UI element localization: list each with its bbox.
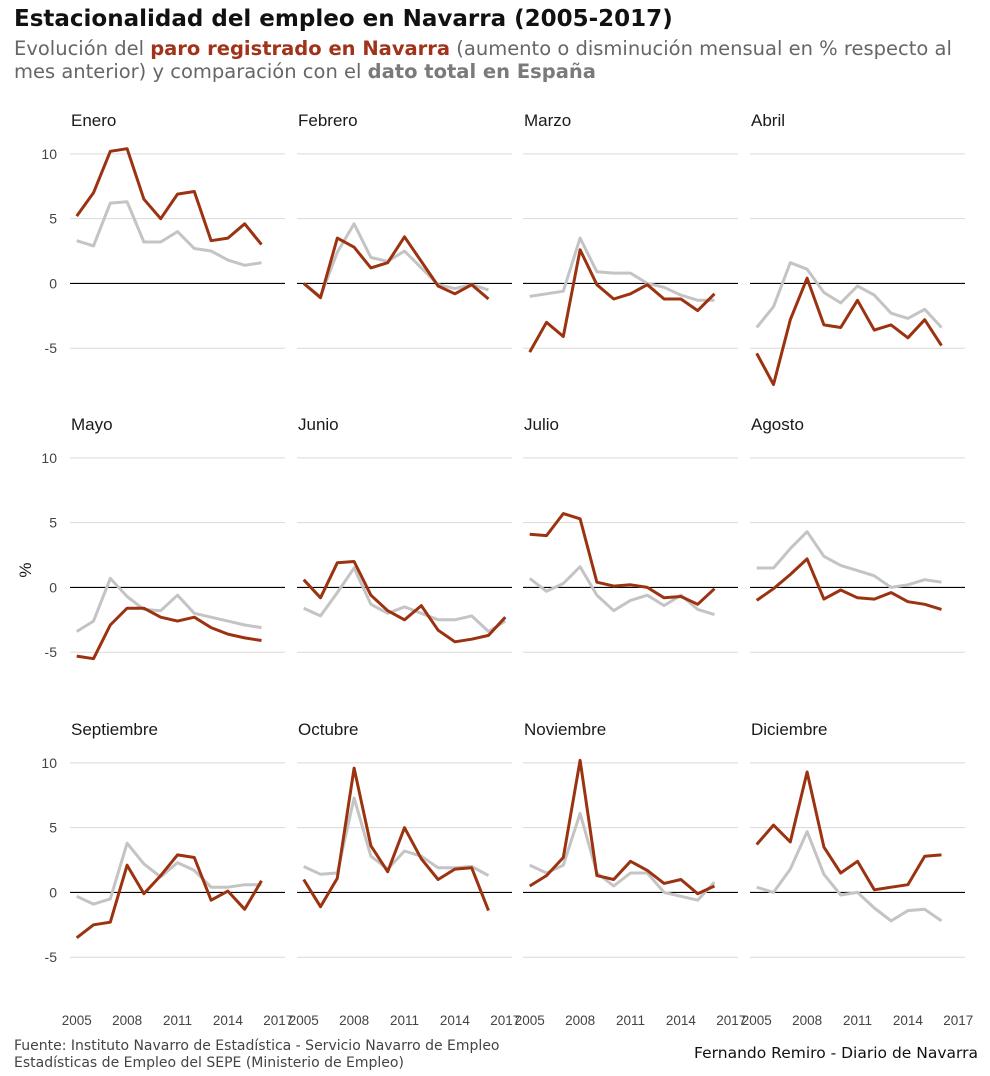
x-tick-label: 2014 bbox=[440, 1013, 471, 1028]
series-navarra-octubre bbox=[302, 766, 490, 912]
series-spain-septiembre bbox=[76, 841, 262, 906]
x-tick-label: 2005 bbox=[515, 1013, 545, 1028]
series-navarra-noviembre bbox=[528, 758, 716, 896]
facet-title-abril: Abril bbox=[751, 111, 785, 130]
series-spain-mayo bbox=[75, 576, 262, 633]
series-spain-enero bbox=[76, 200, 262, 267]
series-spain-octubre bbox=[303, 796, 490, 877]
series-spain-junio bbox=[303, 566, 507, 633]
facet-title-julio: Julio bbox=[524, 415, 559, 434]
y-axis-label: % bbox=[16, 562, 35, 577]
x-tick-label: 2008 bbox=[339, 1013, 369, 1028]
facet-title-agosto: Agosto bbox=[751, 415, 804, 434]
y-tick-label: 5 bbox=[49, 820, 57, 836]
chart-subtitle: Evolución del paro registrado en Navarra… bbox=[14, 37, 974, 83]
x-tick-label: 2017 bbox=[263, 1013, 293, 1028]
facet-title-noviembre: Noviembre bbox=[524, 720, 606, 739]
x-tick-label: 2017 bbox=[943, 1013, 973, 1028]
series-spain-noviembre bbox=[529, 811, 716, 902]
chart-title: Estacionalidad del empleo en Navarra (20… bbox=[14, 6, 673, 32]
x-tick-label: 2005 bbox=[62, 1013, 92, 1028]
subtitle-text-1: Evolución del bbox=[14, 37, 151, 60]
x-tick-label: 2014 bbox=[893, 1013, 924, 1028]
x-tick-label: 2008 bbox=[565, 1013, 595, 1028]
subtitle-highlight-spain: dato total en España bbox=[367, 60, 596, 83]
y-tick-label: 0 bbox=[49, 579, 57, 595]
series-navarra-junio bbox=[302, 560, 507, 644]
facet-title-junio: Junio bbox=[298, 415, 339, 434]
facet-title-diciembre: Diciembre bbox=[751, 720, 828, 739]
x-tick-label: 2011 bbox=[163, 1013, 192, 1028]
x-tick-label: 2017 bbox=[716, 1013, 746, 1028]
y-tick-label: 5 bbox=[49, 515, 57, 531]
y-tick-label: 0 bbox=[49, 884, 57, 900]
series-navarra-agosto bbox=[755, 557, 942, 611]
y-tick-label: -5 bbox=[45, 949, 58, 965]
x-tick-label: 2017 bbox=[490, 1013, 520, 1028]
y-tick-label: 10 bbox=[41, 755, 57, 771]
x-tick-label: 2011 bbox=[843, 1013, 872, 1028]
y-tick-label: -5 bbox=[45, 644, 58, 660]
y-tick-label: 10 bbox=[41, 146, 57, 162]
x-tick-label: 2014 bbox=[666, 1013, 697, 1028]
subtitle-highlight-navarra: paro registrado en Navarra bbox=[150, 37, 451, 60]
series-navarra-septiembre bbox=[75, 853, 263, 939]
x-tick-label: 2005 bbox=[742, 1013, 772, 1028]
series-navarra-febrero bbox=[302, 235, 490, 301]
source-caption: Fuente: Instituto Navarro de Estadística… bbox=[14, 1038, 500, 1072]
y-tick-label: -5 bbox=[45, 340, 58, 356]
x-tick-label: 2011 bbox=[390, 1013, 419, 1028]
series-spain-julio bbox=[528, 565, 715, 617]
facet-title-octubre: Octubre bbox=[298, 720, 358, 739]
source-line-1: Fuente: Instituto Navarro de Estadística… bbox=[14, 1038, 500, 1054]
series-navarra-enero bbox=[75, 147, 263, 246]
y-tick-label: 10 bbox=[41, 450, 57, 466]
x-tick-label: 2014 bbox=[213, 1013, 244, 1028]
series-spain-agosto bbox=[756, 530, 942, 589]
subtitle-text-2: (aumento o disminución mensual en % resp… bbox=[14, 37, 952, 83]
author-credit: Fernando Remiro - Diario de Navarra bbox=[694, 1044, 978, 1062]
facet-title-marzo: Marzo bbox=[524, 111, 571, 130]
x-tick-label: 2008 bbox=[112, 1013, 142, 1028]
series-navarra-julio bbox=[529, 512, 716, 606]
facet-title-septiembre: Septiembre bbox=[71, 720, 158, 739]
series-navarra-diciembre bbox=[755, 770, 942, 892]
series-navarra-abril bbox=[755, 276, 943, 386]
y-tick-label: 5 bbox=[49, 211, 57, 227]
facet-title-enero: Enero bbox=[71, 111, 116, 130]
series-spain-marzo bbox=[529, 236, 715, 302]
source-line-2: Estadísticas de Empleo del SEPE (Ministe… bbox=[14, 1055, 404, 1071]
y-tick-label: 0 bbox=[49, 275, 57, 291]
facet-title-mayo: Mayo bbox=[71, 415, 113, 434]
series-spain-diciembre bbox=[756, 830, 943, 923]
series-navarra-marzo bbox=[528, 248, 716, 353]
x-tick-label: 2005 bbox=[289, 1013, 319, 1028]
x-tick-label: 2008 bbox=[792, 1013, 822, 1028]
series-spain-febrero bbox=[302, 222, 489, 298]
x-tick-label: 2011 bbox=[616, 1013, 645, 1028]
facet-title-febrero: Febrero bbox=[298, 111, 358, 130]
series-navarra-mayo bbox=[76, 606, 262, 661]
series-spain-abril bbox=[755, 261, 943, 329]
